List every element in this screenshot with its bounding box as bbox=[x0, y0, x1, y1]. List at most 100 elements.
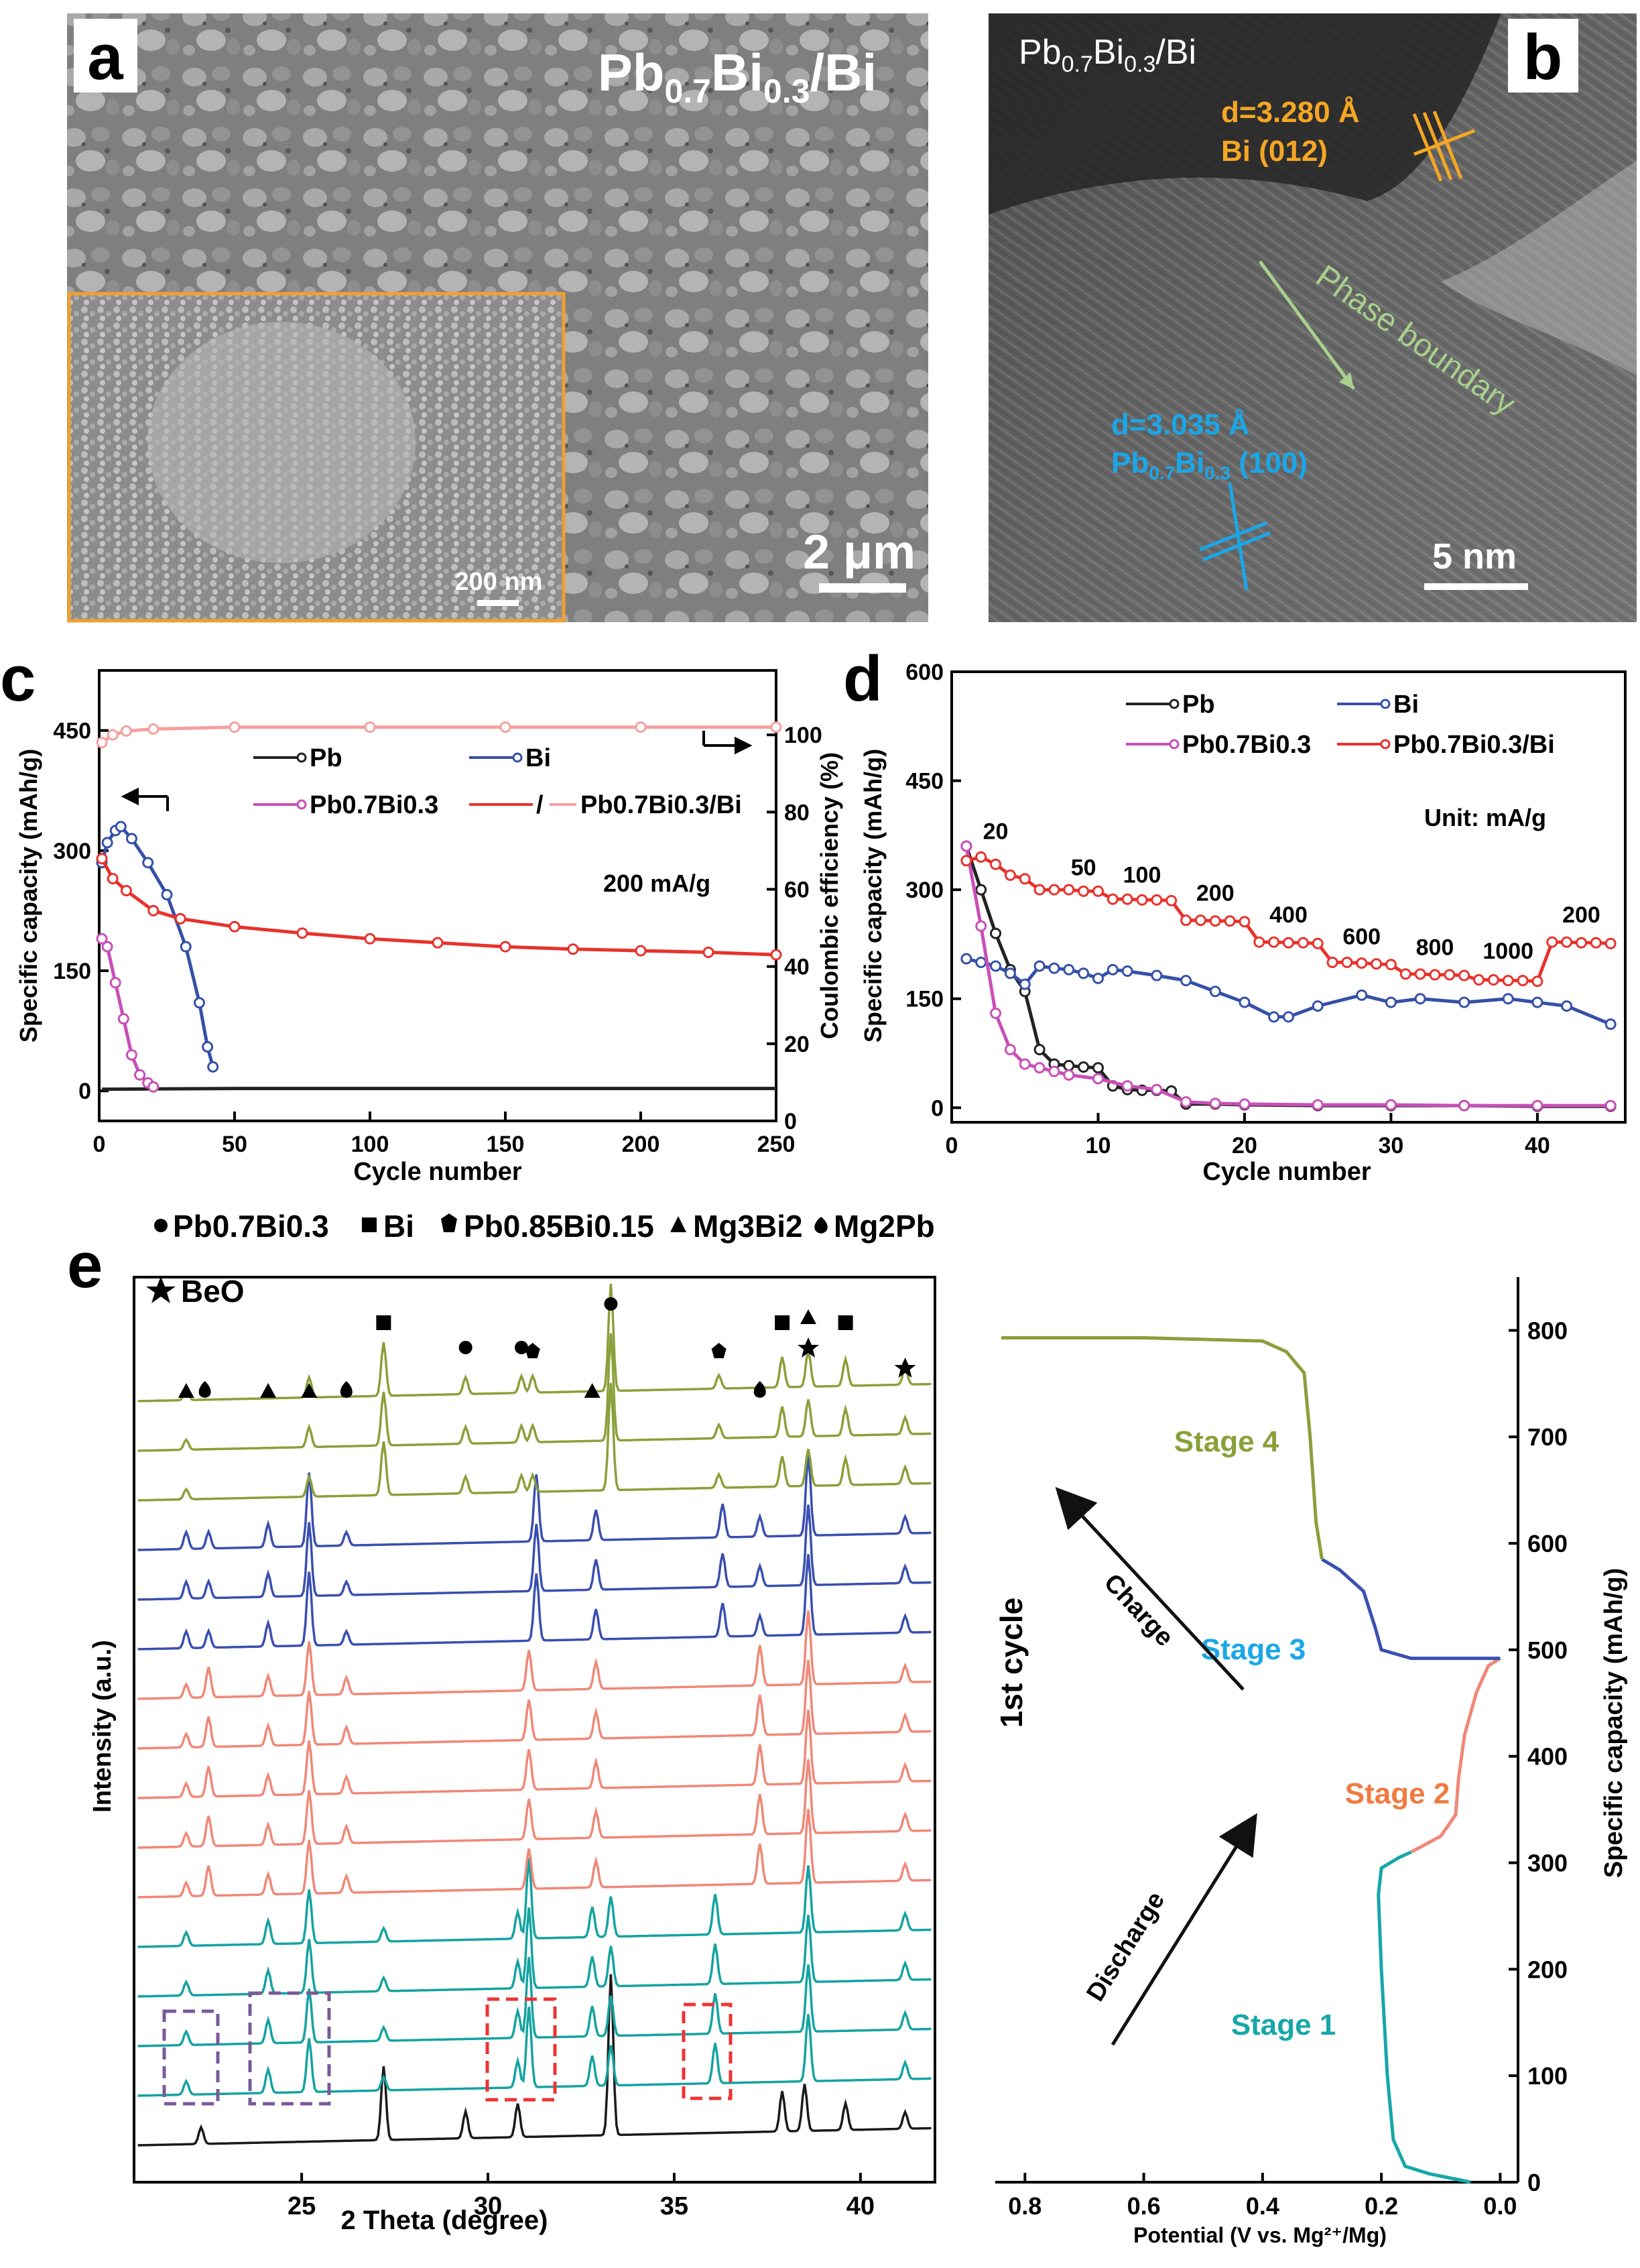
panel-c-series bbox=[96, 721, 782, 1093]
peak-marker-sq bbox=[838, 1315, 853, 1330]
d-series-pb-point bbox=[1063, 1059, 1075, 1071]
d-series-pb07bi03-point bbox=[1004, 1044, 1016, 1056]
peak-marker-drop bbox=[198, 1381, 211, 1398]
legend-d-pb: Pb bbox=[1182, 691, 1215, 719]
peak-marker-star bbox=[894, 1358, 916, 1378]
voltage-ytick-label: 700 bbox=[1527, 1423, 1568, 1451]
panel-d-frame bbox=[950, 670, 1627, 1124]
c-xtick-label: 0 bbox=[93, 1132, 106, 1157]
d-series-pb07bi03bi-point bbox=[1165, 894, 1178, 906]
voltage-xtick-label: 0.4 bbox=[1246, 2192, 1279, 2220]
d-series-bi-point bbox=[1151, 969, 1163, 981]
voltage-xtick-label: 0.8 bbox=[1008, 2192, 1042, 2220]
d-series-pb07bi03bi-point bbox=[1487, 974, 1499, 986]
d-series-pb07bi03bi-point bbox=[1356, 957, 1368, 969]
c-series-pb07bi03-point bbox=[134, 1069, 146, 1081]
panel-c-y2label: Coulombic efficiency (%) bbox=[816, 752, 843, 1039]
c-ytick-label: 450 bbox=[53, 719, 91, 744]
d-series-pb07bi03bi-point bbox=[1341, 957, 1353, 969]
legend-pbbi03: Pb0.7Bi0.3 bbox=[173, 1209, 329, 1244]
peak-marker-dot bbox=[458, 1341, 472, 1354]
left-axis-indicator bbox=[121, 787, 169, 811]
c-series-pb07bi03-point bbox=[147, 1081, 160, 1093]
c-series-pb07bi03bice-point bbox=[364, 721, 376, 733]
panel-a-letter: a bbox=[87, 21, 123, 93]
c-xtick-label: 50 bbox=[222, 1132, 247, 1157]
xrd-pattern bbox=[137, 1504, 932, 1601]
c-series-pb07bi03-line bbox=[100, 937, 155, 1089]
d-series-pb07bi03bi-point bbox=[975, 851, 987, 863]
voltage-curve-stage-1 bbox=[1377, 1850, 1471, 2184]
xrd-pattern bbox=[137, 1455, 932, 1551]
d-series-pb07bi03bi-point bbox=[1004, 869, 1016, 881]
cycle-label: 1st cycle bbox=[994, 1598, 1029, 1728]
panel-d-letter: d bbox=[843, 643, 883, 715]
c-y2tick-label: 80 bbox=[784, 800, 810, 825]
d-series-pb07bi03bi-point bbox=[1194, 914, 1206, 927]
d-series-pb07bi03-point bbox=[1239, 1098, 1251, 1110]
c-ytick-label: 0 bbox=[78, 1079, 91, 1104]
c-y2tick-label: 40 bbox=[784, 955, 810, 980]
legend-d-bi: Bi bbox=[1393, 691, 1419, 719]
peak-marker-tri bbox=[800, 1309, 817, 1324]
xrd-pattern bbox=[137, 1333, 932, 1452]
d-series-pb07bi03bi-point bbox=[1517, 975, 1529, 987]
voltage-ylabel: Specific capacity (mAh/g) bbox=[1600, 1568, 1628, 1878]
panel-b-scale-bar bbox=[1424, 583, 1528, 590]
c-series-pb07bi03bi-point bbox=[229, 920, 241, 933]
d-series-pb-point bbox=[1033, 1044, 1046, 1056]
c-series-pb07bi03bi-point bbox=[107, 873, 119, 885]
xrd-axes: 25 30 35 40 bbox=[133, 1276, 936, 2220]
c-series-pb07bi03-point bbox=[117, 1013, 129, 1025]
c-series-pb07bi03bice-point bbox=[107, 729, 119, 741]
panel-a-title: Pb0.7Bi0.3/Bi bbox=[598, 43, 877, 110]
c-series-pb07bi03bi-point bbox=[296, 927, 308, 939]
d-series-bi-point bbox=[1092, 972, 1104, 984]
panel-a-scale-label: 2 μm bbox=[803, 526, 916, 579]
d-rate-label: 100 bbox=[1123, 862, 1161, 888]
c-y2tick-label: 60 bbox=[784, 877, 810, 902]
xrd-dashed-boxes bbox=[162, 1991, 733, 2106]
d-rate-label: 20 bbox=[983, 819, 1009, 844]
c-ytick-label: 150 bbox=[53, 959, 91, 984]
d-series-bi-point bbox=[1121, 965, 1133, 977]
xrd-xtick-label: 35 bbox=[660, 2192, 688, 2220]
xrd-pattern bbox=[137, 1283, 932, 1402]
voltage-ytick-label: 300 bbox=[1527, 1850, 1568, 1877]
d-series-pb07bi03bi-point bbox=[1078, 885, 1090, 897]
peak-marker-drop bbox=[753, 1381, 766, 1398]
xrd-pattern bbox=[137, 1858, 932, 1948]
c-series-bi-point bbox=[115, 821, 127, 833]
d-rate-label: 1000 bbox=[1483, 939, 1533, 964]
legend-beo: BeO bbox=[181, 1274, 245, 1309]
panel-a-letter-bg bbox=[74, 19, 137, 93]
d-series-bi-point bbox=[975, 957, 987, 969]
xrd-ylabel: Intensity (a.u.) bbox=[88, 1640, 117, 1813]
d-series-pb07bi03bi-point bbox=[1107, 893, 1119, 905]
xrd-pattern bbox=[137, 1660, 932, 1750]
peak-marker-tri bbox=[584, 1383, 601, 1398]
d-series-pb07bi03bi-point bbox=[1473, 974, 1485, 986]
d-series-pb07bi03bi-point bbox=[1371, 958, 1383, 970]
peak-marker-dot bbox=[515, 1341, 529, 1354]
d-ytick-label: 0 bbox=[931, 1095, 944, 1121]
d-series-pb-point bbox=[1078, 1061, 1090, 1073]
d-series-pb07bi03-point bbox=[1604, 1099, 1617, 1112]
xrd-frame bbox=[133, 1276, 936, 2184]
xrd-pattern bbox=[137, 1957, 932, 2047]
panel-d-unit: Unit: mA/g bbox=[1424, 804, 1546, 831]
d-series-pb07bi03bi-point bbox=[1048, 884, 1060, 896]
peak-marker-tri bbox=[178, 1383, 194, 1398]
plane-pbbi-100: Pb0.7Bi0.3 (100) bbox=[1111, 446, 1308, 483]
d-series-pb07bi03bi-point bbox=[1561, 936, 1573, 948]
peak-marker-sq bbox=[775, 1315, 790, 1330]
panel-b-title: Pb0.7Bi0.3/Bi bbox=[1019, 33, 1196, 77]
panel-b-letter: b bbox=[1523, 21, 1563, 93]
c-ytick-label: 300 bbox=[53, 839, 91, 864]
d-series-pb07bi03bi-point bbox=[1399, 968, 1411, 980]
c-series-bi-point bbox=[193, 997, 205, 1009]
c-xtick-label: 250 bbox=[757, 1132, 796, 1157]
phase-legend: Pb0.7Bi0.3 Bi Pb0.85Bi0.15 Mg3Bi2 Mg2Pb … bbox=[146, 1209, 935, 1309]
charge-arrow bbox=[1055, 1487, 1245, 1691]
